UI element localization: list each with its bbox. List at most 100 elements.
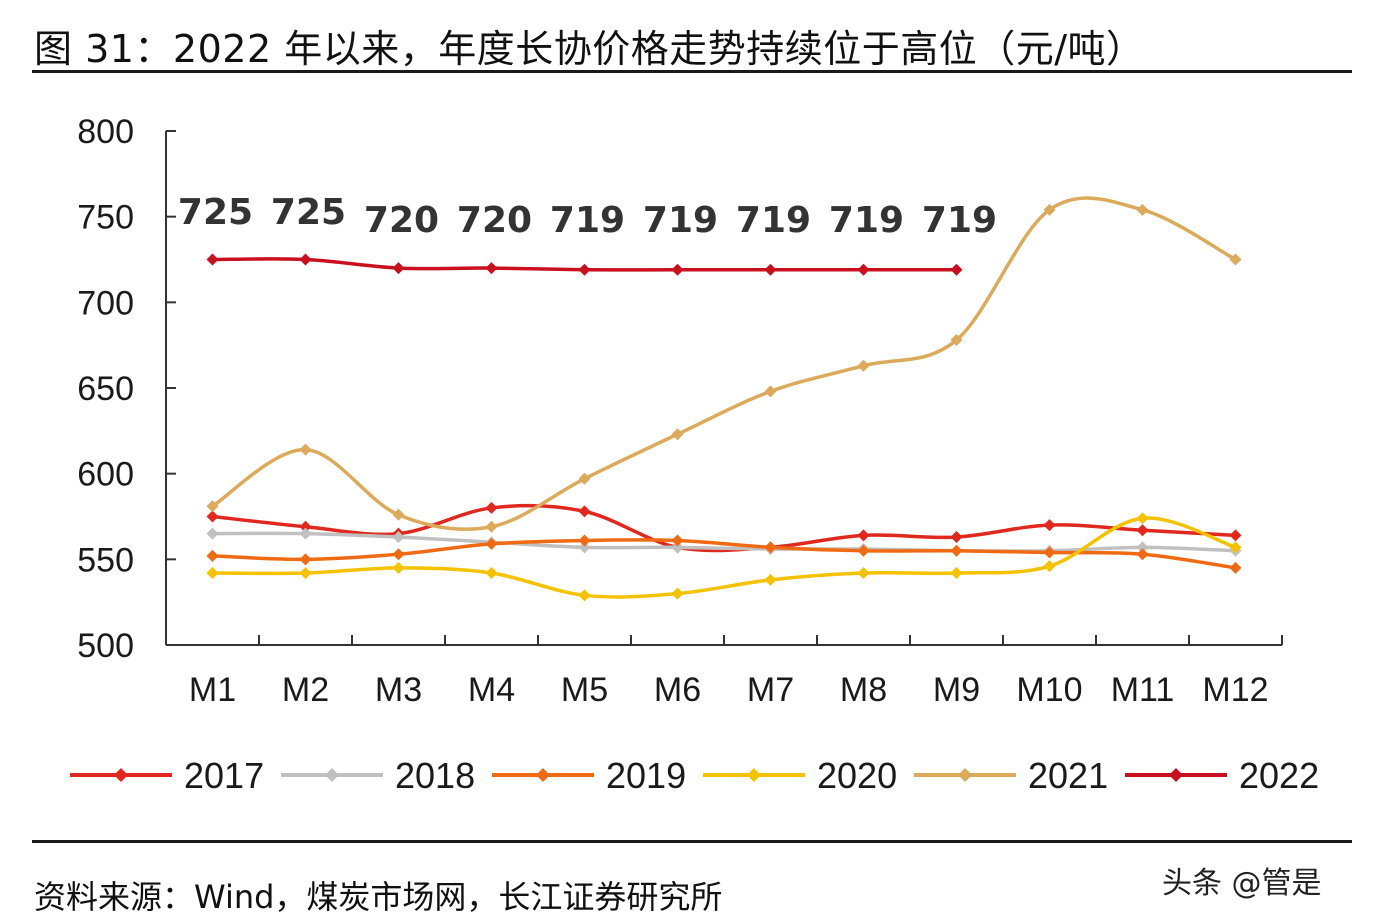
- legend-label: 2017: [184, 755, 264, 796]
- data-point-2020: [671, 587, 684, 600]
- data-point-2020: [764, 573, 777, 586]
- data-point-2019: [578, 534, 591, 547]
- data-point-2021: [392, 508, 405, 521]
- data-point-2020: [857, 567, 870, 580]
- x-tick-label: M5: [561, 671, 608, 709]
- data-point-2019: [485, 537, 498, 550]
- data-point-2022: [392, 262, 405, 275]
- legend-item-2017: 2017: [70, 755, 264, 796]
- series-2022: [206, 253, 963, 276]
- data-point-2021: [299, 443, 312, 456]
- x-tick-label: M11: [1111, 671, 1175, 709]
- data-point-2019: [206, 549, 219, 562]
- x-tick-label: M6: [654, 671, 701, 709]
- data-label: 720: [457, 200, 532, 241]
- chart-series: [206, 196, 1242, 602]
- data-point-2019: [1043, 546, 1056, 559]
- data-point-2019: [1136, 548, 1149, 561]
- legend-label: 2021: [1028, 755, 1108, 796]
- data-point-2022: [671, 263, 684, 276]
- series-line-2017: [210, 503, 1238, 553]
- chart-axes: 500 550 600 650 700 750 800 M1 M2 M3 M4 M5 M6 M7 M8 M9 M…: [77, 113, 1283, 709]
- y-tick-label: 500: [77, 627, 134, 665]
- x-tick-label: M7: [747, 671, 794, 709]
- data-labels: 725 725 720 720 719 719 719 719 719: [178, 192, 997, 241]
- source-note: 资料来源：Wind，煤炭市场网，长江证券研究所: [34, 878, 723, 916]
- data-point-2019: [392, 548, 405, 561]
- data-point-2020: [1136, 512, 1149, 525]
- data-point-2018: [299, 527, 312, 540]
- data-point-2021: [1229, 253, 1242, 266]
- legend-swatch-marker: [325, 768, 339, 782]
- data-label: 725: [271, 192, 346, 233]
- x-tick-label: M4: [468, 671, 515, 709]
- data-label: 719: [922, 200, 997, 241]
- chart-legend: 2017 2018 2019 2020 2021 2022: [70, 755, 1319, 796]
- top-rule: [32, 70, 1352, 73]
- data-point-2022: [764, 263, 777, 276]
- x-tick-label: M9: [933, 671, 980, 709]
- series-2019: [206, 534, 1242, 574]
- data-point-2022: [299, 253, 312, 266]
- legend-label: 2022: [1239, 755, 1319, 796]
- data-point-2017: [1043, 519, 1056, 532]
- data-label: 725: [178, 192, 253, 233]
- data-point-2022: [485, 262, 498, 275]
- data-point-2017: [485, 501, 498, 514]
- series-line-2019: [210, 538, 1238, 570]
- legend-label: 2020: [817, 755, 897, 796]
- data-point-2022: [206, 253, 219, 266]
- data-point-2022: [578, 263, 591, 276]
- data-point-2019: [1229, 561, 1242, 574]
- data-point-2018: [671, 541, 684, 554]
- y-tick-label: 700: [77, 284, 134, 322]
- data-point-2021: [1136, 203, 1149, 216]
- x-tick-label: M12: [1202, 671, 1268, 709]
- data-point-2021: [206, 500, 219, 513]
- data-point-2017: [950, 531, 963, 544]
- data-point-2018: [392, 531, 405, 544]
- y-tick-label: 750: [77, 199, 134, 237]
- data-point-2017: [578, 505, 591, 518]
- data-point-2019: [671, 534, 684, 547]
- data-point-2021: [1043, 203, 1056, 216]
- data-point-2020: [1229, 541, 1242, 554]
- data-label: 720: [364, 200, 439, 241]
- data-point-2020: [485, 567, 498, 580]
- x-tick-label: M10: [1016, 671, 1082, 709]
- data-point-2019: [299, 553, 312, 566]
- legend-swatch-marker: [1169, 768, 1183, 782]
- watermark: 头条 @管是: [1162, 866, 1322, 901]
- legend-item-2020: 2020: [703, 755, 897, 796]
- data-point-2017: [857, 529, 870, 542]
- data-label: 719: [643, 200, 718, 241]
- data-point-2021: [950, 334, 963, 347]
- data-point-2020: [299, 567, 312, 580]
- legend-item-2018: 2018: [281, 755, 475, 796]
- data-point-2019: [857, 544, 870, 557]
- legend-item-2019: 2019: [492, 755, 686, 796]
- legend-item-2022: 2022: [1125, 755, 1319, 796]
- legend-swatch-marker: [958, 768, 972, 782]
- data-point-2020: [578, 589, 591, 602]
- y-tick-label: 600: [77, 456, 134, 494]
- data-point-2020: [206, 567, 219, 580]
- data-point-2021: [764, 385, 777, 398]
- bottom-rule: [32, 840, 1352, 843]
- legend-label: 2018: [395, 755, 475, 796]
- data-point-2021: [671, 428, 684, 441]
- data-point-2021: [857, 359, 870, 372]
- x-tick-label: M3: [375, 671, 422, 709]
- data-point-2021: [578, 472, 591, 485]
- data-point-2020: [392, 561, 405, 574]
- series-line-2018: [210, 531, 1238, 553]
- data-point-2022: [950, 263, 963, 276]
- data-label: 719: [736, 200, 811, 241]
- data-point-2021: [485, 520, 498, 533]
- x-tick-label: M2: [282, 671, 329, 709]
- series-line-2021: [210, 196, 1238, 532]
- data-label: 719: [550, 200, 625, 241]
- legend-swatch-marker: [114, 768, 128, 782]
- data-point-2018: [1136, 541, 1149, 554]
